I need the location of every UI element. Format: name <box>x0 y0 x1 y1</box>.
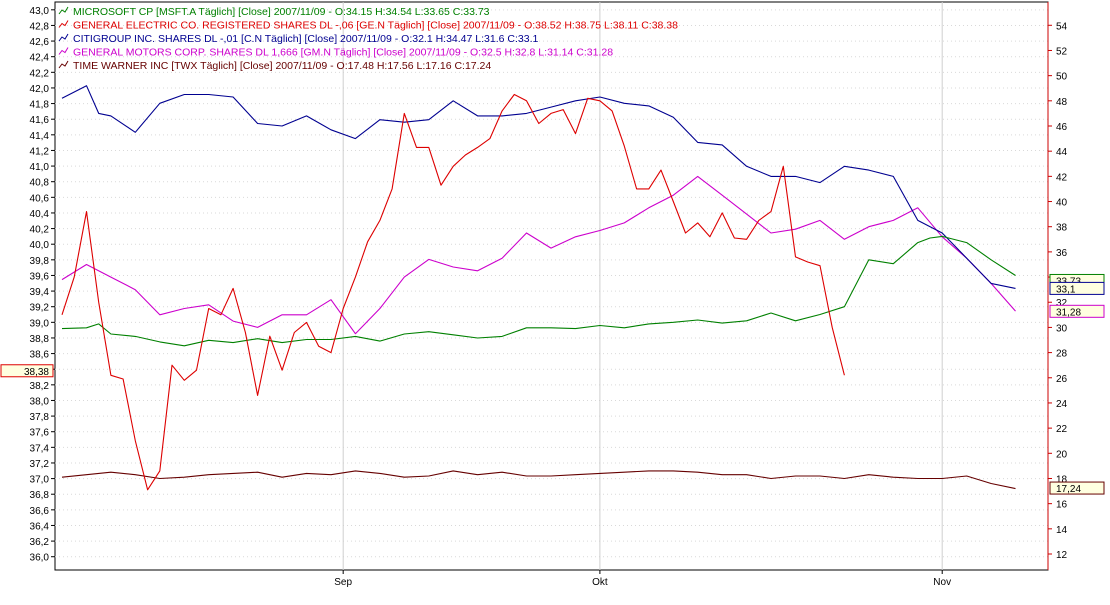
right-axis-tick-label: 32 <box>1056 298 1068 309</box>
left-axis-tick-label: 39,6 <box>30 271 50 282</box>
series-line-1 <box>61 93 845 491</box>
left-axis-tick-label: 38,8 <box>30 334 50 345</box>
left-axis-tick-label: 37,2 <box>30 459 50 470</box>
left-axis-tick-label: 41,8 <box>30 100 50 111</box>
legend-item-label: MICROSOFT CP [MSFT.A Täglich] [Close] 20… <box>73 6 490 18</box>
x-axis-tick-label: Nov <box>933 577 951 588</box>
left-axis-tick-label: 39,4 <box>30 287 50 298</box>
series-lines <box>61 85 1016 491</box>
last-value-label: 38,38 <box>0 364 54 378</box>
series-line-0 <box>61 235 1016 347</box>
legend: MICROSOFT CP [MSFT.A Täglich] [Close] 20… <box>58 6 678 72</box>
legend-item-label: GENERAL MOTORS CORP. SHARES DL 1,666 [GM… <box>73 47 613 59</box>
legend-swatch-icon <box>58 6 69 15</box>
right-axis-tick-label: 22 <box>1056 424 1068 435</box>
right-axis-tick-label: 12 <box>1056 550 1068 561</box>
right-axis-tick-label: 16 <box>1056 500 1068 511</box>
last-value-label: 17,24 <box>1049 481 1105 495</box>
plot-area <box>54 1 1049 571</box>
legend-swatch-icon <box>58 33 69 42</box>
left-axis-tick-label: 36,6 <box>30 506 50 517</box>
right-axis-tick-label: 48 <box>1056 97 1068 108</box>
legend-item-label: CITIGROUP INC. SHARES DL -,01 [C.N Tägli… <box>73 33 538 45</box>
left-axis-tick-label: 42,8 <box>30 21 50 32</box>
last-value-text: 38,38 <box>24 367 49 378</box>
x-axis: Sep Okt Nov <box>334 570 951 588</box>
right-axis-tick-label: 38 <box>1056 223 1068 234</box>
left-axis-tick-label: 39,0 <box>30 318 50 329</box>
last-value-box <box>1049 481 1105 495</box>
right-axis-tick-label: 44 <box>1056 147 1068 158</box>
left-axis-tick-label: 36,2 <box>30 537 50 548</box>
left-axis-tick-label: 42,0 <box>30 84 50 95</box>
right-axis-tick-label: 52 <box>1056 46 1068 57</box>
left-axis-tick-label: 37,8 <box>30 412 50 423</box>
series-line-3 <box>61 175 1016 335</box>
right-axis-tick-label: 46 <box>1056 122 1068 133</box>
last-value-box <box>1049 281 1105 295</box>
left-axis-tick-label: 37,6 <box>30 428 50 439</box>
left-axis-tick-label: 36,0 <box>30 553 50 564</box>
right-axis-tick-label: 24 <box>1056 399 1068 410</box>
last-value-label: 31,28 <box>1049 304 1105 318</box>
left-axis-tick-label: 40,0 <box>30 240 50 251</box>
right-axis-tick-label: 42 <box>1056 172 1068 183</box>
legend-item-label: TIME WARNER INC [TWX Täglich] [Close] 20… <box>73 60 491 72</box>
left-axis-tick-label: 40,4 <box>30 209 50 220</box>
right-axis-tick-label: 36 <box>1056 248 1068 259</box>
left-axis-tick-label: 42,2 <box>30 68 50 79</box>
right-axis-tick-label: 18 <box>1056 474 1068 485</box>
left-axis-tick-label: 41,6 <box>30 115 50 126</box>
grid <box>55 2 1048 570</box>
left-axis-tick-label: 37,0 <box>30 475 50 486</box>
right-axis-tick-label: 28 <box>1056 349 1068 360</box>
last-value-text: 17,24 <box>1056 484 1081 495</box>
last-value-box <box>1049 304 1105 318</box>
left-axis-tick-label: 38,2 <box>30 381 50 392</box>
left-axis-tick-label: 41,4 <box>30 131 50 142</box>
left-axis-tick-label: 38,0 <box>30 396 50 407</box>
left-axis-tick-label: 39,8 <box>30 256 50 267</box>
x-axis-tick-label: Okt <box>592 577 608 588</box>
right-axis-tick-label: 26 <box>1056 374 1068 385</box>
left-axis-tick-label: 42,4 <box>30 53 50 64</box>
right-axis-tick-label: 30 <box>1056 323 1068 334</box>
right-axis-tick-label: 40 <box>1056 198 1068 209</box>
right-axis-tick-label: 54 <box>1056 21 1068 32</box>
series-line-2 <box>61 85 1016 289</box>
last-value-label: 33,1 <box>1049 281 1105 295</box>
left-axis-tick-label: 43,0 <box>30 6 50 17</box>
left-axis-tick-label: 40,2 <box>30 225 50 236</box>
right-axis-tick-label: 20 <box>1056 449 1068 460</box>
legend-swatch-icon <box>58 60 69 69</box>
right-axis-tick-label: 50 <box>1056 72 1068 83</box>
left-axis-tick-label: 41,2 <box>30 146 50 157</box>
legend-item-label: GENERAL ELECTRIC CO. REGISTERED SHARES D… <box>73 20 678 32</box>
legend-swatch-icon <box>58 20 69 28</box>
left-axis-tick-label: 39,2 <box>30 303 50 314</box>
left-axis-tick-label: 36,8 <box>30 490 50 501</box>
left-axis-tick-label: 42,6 <box>30 37 50 48</box>
left-axis-tick-label: 40,6 <box>30 193 50 204</box>
last-value-text: 31,28 <box>1056 307 1081 318</box>
left-axis-tick-label: 38,6 <box>30 350 50 361</box>
last-value-text: 33,1 <box>1056 284 1076 295</box>
right-axis-tick-label: 14 <box>1056 525 1068 536</box>
left-axis-tick-label: 40,8 <box>30 178 50 189</box>
last-value-box <box>0 364 54 378</box>
left-y-axis: 36,0 36,2 36,4 36,6 36,8 37,0 37,2 37,4 37,6 37,8… <box>30 6 55 564</box>
left-axis-tick-label: 37,4 <box>30 443 50 454</box>
left-axis-tick-label: 41,0 <box>30 162 50 173</box>
legend-swatch-icon <box>58 47 69 55</box>
series-line-4 <box>61 470 1016 490</box>
x-axis-tick-label: Sep <box>334 577 352 588</box>
left-axis-tick-label: 36,4 <box>30 521 50 532</box>
